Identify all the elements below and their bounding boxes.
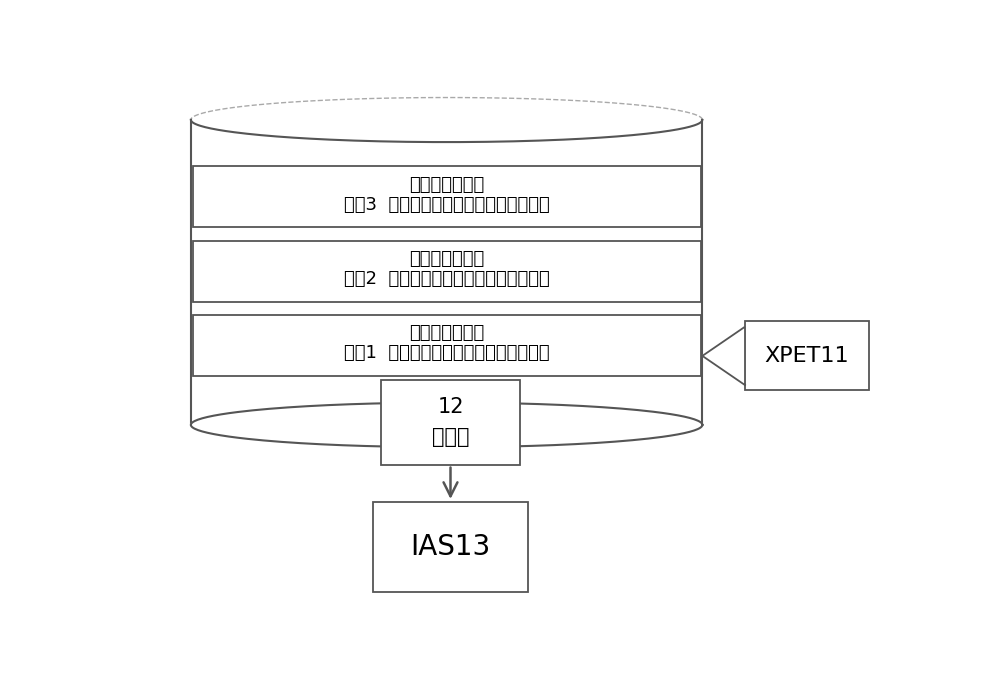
Text: IAS13: IAS13 xyxy=(410,533,491,561)
Text: 协议1  剂量模板、一键摇位模板、限束器: 协议1 剂量模板、一键摇位模板、限束器 xyxy=(344,344,550,362)
Text: XPET11: XPET11 xyxy=(765,346,849,366)
Text: 数据库: 数据库 xyxy=(432,426,469,446)
Text: 模板、算法模板: 模板、算法模板 xyxy=(409,176,485,194)
Bar xyxy=(193,166,701,227)
Text: 模板、算法模板: 模板、算法模板 xyxy=(409,250,485,268)
Text: 协议3  剂量模板、一键摇位模板、限束器: 协议3 剂量模板、一键摇位模板、限束器 xyxy=(344,196,550,214)
Bar xyxy=(373,502,528,592)
Polygon shape xyxy=(191,98,702,425)
Bar xyxy=(193,315,701,376)
Polygon shape xyxy=(191,402,702,447)
Text: 协议2  剂量模板、一键摇位模板、限束器: 协议2 剂量模板、一键摇位模板、限束器 xyxy=(344,270,550,288)
Polygon shape xyxy=(702,327,745,385)
Bar xyxy=(745,321,869,391)
Bar xyxy=(381,380,520,464)
Bar xyxy=(193,240,701,302)
Text: 12: 12 xyxy=(437,397,464,417)
Text: 模板、算法模板: 模板、算法模板 xyxy=(409,324,485,342)
